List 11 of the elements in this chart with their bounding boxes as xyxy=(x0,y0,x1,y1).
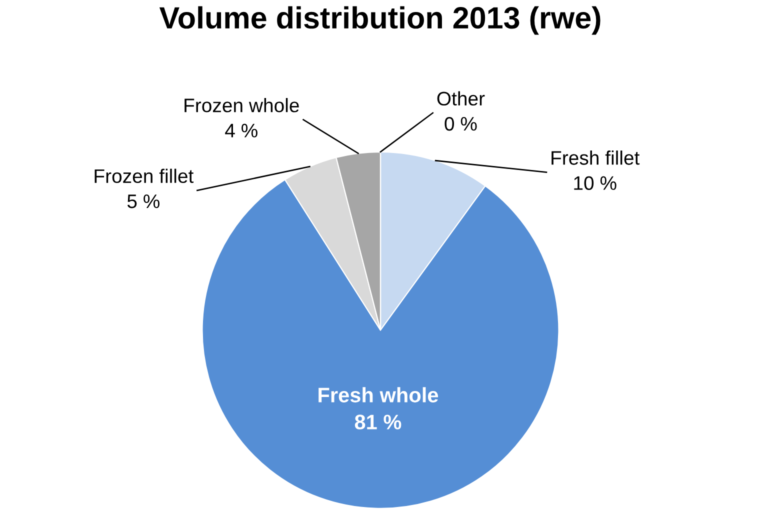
slice-label: Frozen whole xyxy=(184,98,299,112)
chart-title: Volume distribution 2013 (rwe) xyxy=(159,6,600,35)
slice-label: Frozen fillet xyxy=(94,168,194,184)
data-label: 10 % xyxy=(574,176,616,190)
slice-label: Fresh whole xyxy=(318,387,438,402)
category-label: Other xyxy=(437,91,485,106)
text: 0 % xyxy=(444,116,477,131)
data-label: 5 % xyxy=(127,194,160,208)
data-label: 4 % xyxy=(225,124,258,138)
slice-label: Fresh fillet xyxy=(552,150,640,165)
data-label: 81 % xyxy=(354,414,402,430)
